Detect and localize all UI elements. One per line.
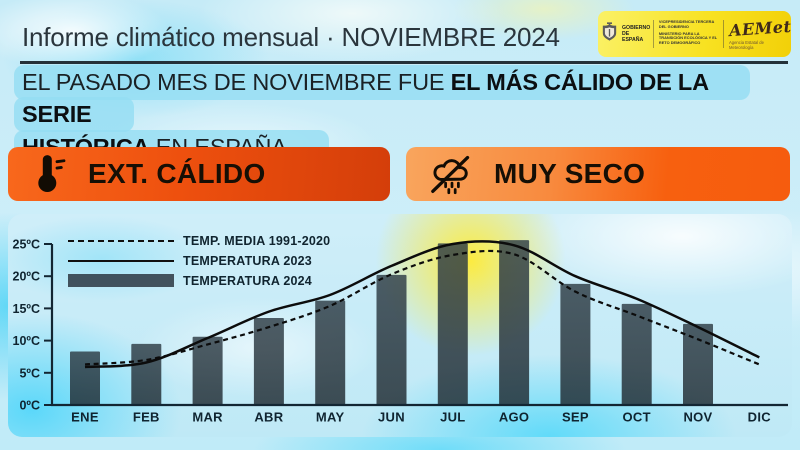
legend-dashed-line-sample: [68, 239, 174, 242]
month-label-DIC: DIC: [748, 410, 772, 425]
legend-solid-line-sample: [68, 259, 174, 262]
bar-MAR: [192, 336, 223, 405]
month-label-FEB: FEB: [133, 410, 160, 425]
aemet-wordmark: AEMet: [728, 16, 792, 40]
month-label-JUL: JUL: [440, 410, 465, 425]
month-label-MAR: MAR: [192, 410, 223, 425]
title-underline: [20, 61, 788, 64]
chart-legend: TEMP. MEDIA 1991-2020 TEMPERATURA 2023 T…: [68, 234, 330, 294]
y-tick-label: 20ºC: [13, 270, 41, 284]
badge-muy-seco: MUY SECO: [406, 147, 790, 201]
legend-item-2023: TEMPERATURA 2023: [68, 254, 330, 268]
badge-ext-calido: EXT. CÁLIDO: [8, 147, 390, 201]
page-title: Informe climático mensual · NOVIEMBRE 20…: [22, 22, 560, 52]
bar-AGO: [499, 240, 530, 405]
month-label-JUN: JUN: [378, 410, 405, 425]
bar-MAY: [315, 300, 346, 405]
aemet-subtitle: Agencia Estatal de Meteorología: [728, 39, 764, 50]
ministerio-label: MINISTERIO PARA LA TRANSICIÓN ECOLÓGICA …: [658, 30, 718, 45]
headline-line-1: EL PASADO MES DE NOVIEMBRE FUE EL MÁS CÁ…: [14, 65, 762, 132]
bar-FEB: [131, 343, 162, 405]
y-tick-label: 15ºC: [13, 302, 41, 316]
bar-NOV: [683, 323, 713, 405]
line-media-1991-2020: [84, 249, 760, 366]
ministry-label: VICEPRESIDENCIA TERCERA DEL GOBIERNO MIN…: [658, 19, 718, 48]
no-rain-icon: [430, 153, 474, 195]
logo-divider: [723, 20, 724, 48]
bar-SEP: [560, 283, 591, 405]
bar-ENE: [70, 351, 100, 405]
month-label-OCT: OCT: [623, 410, 651, 425]
bar-ABR: [253, 318, 284, 405]
legend-bar-sample: [68, 274, 174, 287]
aemet-logo: AEMet Agencia Estatal de Meteorología: [728, 16, 792, 50]
legend-item-media: TEMP. MEDIA 1991-2020: [68, 234, 330, 248]
bar-JUL: [437, 243, 468, 405]
temperature-chart: 0ºC 5ºC 10ºC 15ºC 20ºC 25ºC ENE FEB MAR ABR MAY JUN…: [13, 238, 788, 425]
month-label-NOV: NOV: [683, 410, 712, 425]
government-aemet-logo: GOBIERNO DE ESPAÑA VICEPRESIDENCIA TERCE…: [598, 11, 792, 57]
spain-coat-of-arms-icon: [602, 22, 617, 46]
bar-OCT: [621, 303, 652, 405]
y-tick-label: 25ºC: [13, 238, 41, 252]
logo-divider: [653, 20, 654, 48]
bar-JUN: [376, 274, 407, 405]
y-tick-label: 0ºC: [19, 399, 40, 413]
temperature-chart-panel: 0ºC 5ºC 10ºC 15ºC 20ºC 25ºC ENE FEB MAR ABR MAY JUN…: [8, 214, 792, 437]
thermometer-icon: [32, 153, 68, 195]
legend-item-2024: TEMPERATURA 2024: [68, 274, 330, 288]
month-label-MAY: MAY: [316, 410, 345, 425]
month-label-ABR: ABR: [254, 410, 283, 425]
line-2023: [84, 240, 760, 369]
month-label-ENE: ENE: [71, 410, 99, 425]
y-tick-label: 10ºC: [13, 334, 41, 348]
badge-label: MUY SECO: [494, 158, 646, 189]
gobierno-espana-label: GOBIERNO DE ESPAÑA: [622, 25, 651, 43]
vicepresidencia-label: VICEPRESIDENCIA TERCERA DEL GOBIERNO: [658, 19, 715, 29]
month-label-AGO: AGO: [499, 410, 530, 425]
month-label-SEP: SEP: [562, 410, 589, 425]
y-tick-label: 5ºC: [19, 366, 40, 380]
badge-label: EXT. CÁLIDO: [88, 158, 266, 189]
